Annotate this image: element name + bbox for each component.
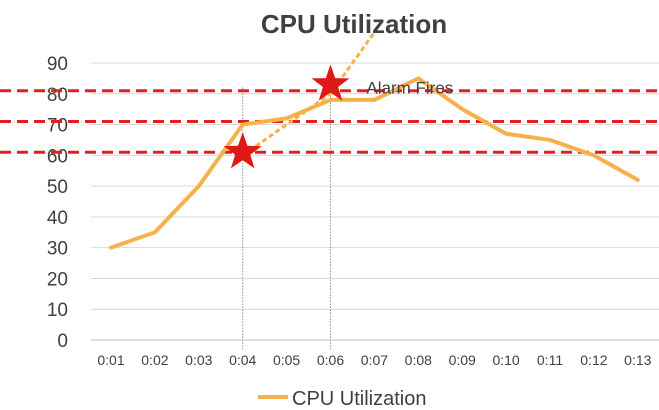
y-tick-label: 20 [47,269,68,290]
gridlines [91,62,659,341]
x-tick-label: 0:12 [580,352,607,368]
x-tick-label: 0:03 [185,352,212,368]
projection-line [241,31,376,157]
vertical-guides [242,87,331,350]
x-tick-label: 0:11 [537,352,563,368]
y-tick-label: 70 [47,116,68,137]
x-tick-label: 0:07 [361,352,388,368]
x-tick-label: 0:05 [273,352,300,368]
y-tick-label: 40 [47,208,68,229]
projection-line-group [241,31,376,157]
x-tick-label: 0:09 [449,352,476,368]
y-axis-ticks: 0 10 20 30 40 50 60 70 80 90 [47,54,68,352]
x-tick-label: 0:02 [141,352,168,368]
alarm-star-marker [223,132,262,169]
legend-label: CPU Utilization [292,388,426,410]
chart-title: CPU Utilization [261,9,447,39]
series-group [109,76,640,250]
x-tick-label: 0:01 [97,352,124,368]
x-tick-label: 0:13 [624,352,651,368]
y-tick-label: 60 [47,146,68,167]
x-tick-label: 0:08 [405,352,432,368]
x-tick-label: 0:04 [229,352,256,368]
legend: CPU Utilization [258,388,426,410]
alarm-star-marker [311,64,350,101]
x-tick-label: 0:10 [492,352,519,368]
annotations: Alarm Fires [366,79,453,98]
annotation-alarm-fires: Alarm Fires [366,79,453,98]
y-tick-label: 80 [47,85,68,106]
y-tick-label: 10 [47,300,68,321]
y-tick-label: 0 [57,331,68,352]
y-tick-label: 30 [47,239,68,260]
series-line-cpu-utilization [109,76,640,250]
alarm-markers [223,64,350,169]
y-tick-label: 90 [47,54,68,75]
x-axis-ticks: 0:01 0:02 0:03 0:04 0:05 0:06 0:07 0:08 0:09 0:10… [97,352,651,368]
x-tick-label: 0:06 [317,352,344,368]
y-tick-label: 50 [47,177,68,198]
